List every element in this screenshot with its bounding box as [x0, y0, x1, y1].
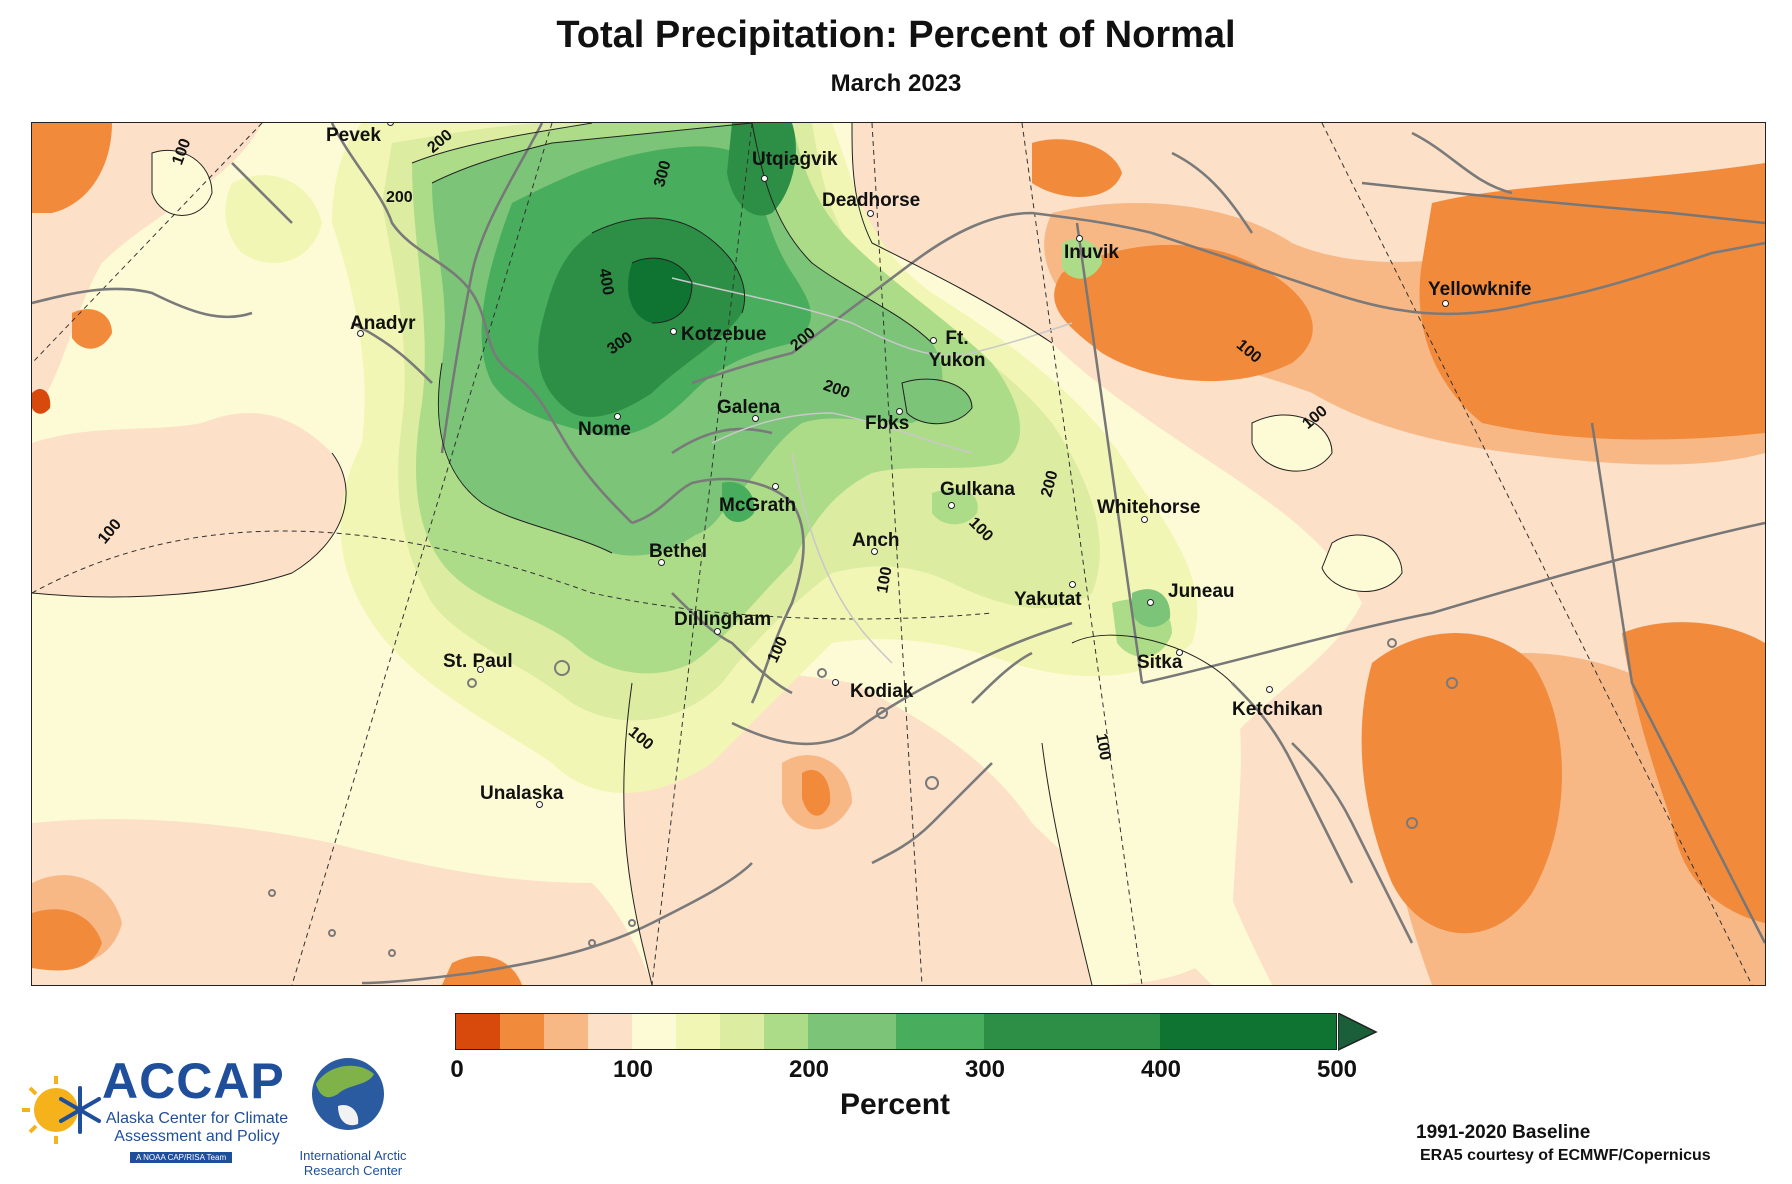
- baseline-note: 1991-2020 Baseline: [1416, 1122, 1591, 1143]
- colorbar-segment: [808, 1014, 896, 1049]
- city-sitka: Sitka: [1137, 652, 1183, 673]
- city-kotzebue: Kotzebue: [681, 324, 767, 345]
- city-utqiagvik: Utqiaġvik: [752, 149, 838, 170]
- city-yakutat: Yakutat: [1014, 589, 1082, 610]
- city-dot: [772, 483, 779, 490]
- city-dot: [357, 330, 364, 337]
- city-galena: Galena: [717, 397, 781, 418]
- city-ketchikan: Ketchikan: [1232, 699, 1323, 720]
- colorbar-tick: 100: [612, 1056, 654, 1083]
- city-whitehorse: Whitehorse: [1097, 497, 1201, 518]
- city-dot: [714, 628, 721, 635]
- accap-logo-full-name: Alaska Center for Climate Assessment and…: [105, 1110, 289, 1145]
- accap-sun-snowflake-icon: [22, 1076, 101, 1144]
- colorbar-tick: 500: [1316, 1056, 1358, 1083]
- city-dot: [1266, 686, 1273, 693]
- city-dot: [1176, 649, 1183, 656]
- colorbar-segment: [676, 1014, 720, 1049]
- colorbar-segment: [632, 1014, 676, 1049]
- city-juneau: Juneau: [1168, 581, 1235, 602]
- city-dot: [536, 801, 543, 808]
- city-dot: [832, 679, 839, 686]
- colorbar-segment: [544, 1014, 588, 1049]
- iarc-logo-name: International Arctic Research Center: [299, 1148, 407, 1178]
- colorbar-segment: [500, 1014, 544, 1049]
- city-yellowknife: Yellowknife: [1428, 279, 1532, 300]
- contour-label: 200: [386, 189, 413, 206]
- city-dot: [896, 408, 903, 415]
- city-dillingham: Dillingham: [674, 609, 772, 630]
- city-unalaska: Unalaska: [480, 783, 564, 804]
- colorbar-segment: [588, 1014, 632, 1049]
- city-dot: [930, 337, 937, 344]
- city-dot: [1442, 300, 1449, 307]
- city-dot: [1076, 235, 1083, 242]
- below-normal-strong-areas: [32, 123, 1765, 985]
- coastlines: [32, 123, 1765, 985]
- data-credit: ERA5 courtesy of ECMWF/Copernicus: [1420, 1147, 1711, 1164]
- city-dot: [658, 559, 665, 566]
- colorbar-segment: [764, 1014, 808, 1049]
- colorbar-segment: [1160, 1014, 1336, 1049]
- rivers: [671, 277, 1073, 664]
- city-st-paul: St. Paul: [443, 651, 513, 672]
- city-dot: [614, 413, 621, 420]
- map-title: Total Precipitation: Percent of Normal: [556, 14, 1236, 56]
- colorbar-segment: [456, 1014, 500, 1049]
- city-fbks: Fbks: [865, 413, 910, 434]
- city-dot: [670, 328, 677, 335]
- city-dot: [948, 502, 955, 509]
- colorbar-over-arrow: [1338, 1013, 1378, 1051]
- colorbar: [455, 1013, 1337, 1050]
- precipitation-map: Pevek Utqiaġvik Deadhorse Inuvik Yellowk…: [31, 122, 1766, 986]
- colorbar-segment: [896, 1014, 984, 1049]
- city-dot: [761, 175, 768, 182]
- city-mcgrath: McGrath: [719, 495, 797, 516]
- accap-logo-name: ACCAP: [102, 1053, 285, 1109]
- contours: [32, 123, 1403, 985]
- accap-logo-tag: A NOAA CAP/RISA Team: [130, 1152, 233, 1163]
- map-subtitle: March 2023: [830, 70, 962, 97]
- city-bethel: Bethel: [649, 541, 708, 562]
- colorbar-tick: 200: [788, 1056, 830, 1083]
- city-deadhorse: Deadhorse: [822, 190, 921, 211]
- city-anch: Anch: [852, 530, 900, 551]
- islands: [268, 638, 1458, 957]
- city-kodiak: Kodiak: [850, 681, 914, 702]
- map-canvas: [32, 123, 1765, 985]
- city-dot: [477, 666, 484, 673]
- colorbar-segment: [720, 1014, 764, 1049]
- boundaries: [440, 123, 1765, 944]
- city-dot: [1147, 599, 1154, 606]
- city-dot: [867, 210, 874, 217]
- colorbar-tick: 300: [964, 1056, 1006, 1083]
- city-ft-yukon: Ft. Yukon: [928, 328, 986, 371]
- city-nome: Nome: [578, 419, 631, 440]
- colorbar-tick: 400: [1140, 1056, 1182, 1083]
- city-dot: [1069, 581, 1076, 588]
- city-dot: [1141, 516, 1148, 523]
- colorbar-label: Percent: [839, 1088, 951, 1121]
- city-dot: [871, 548, 878, 555]
- iarc-globe-icon: [312, 1058, 384, 1130]
- city-dot: [752, 415, 759, 422]
- city-anadyr: Anadyr: [350, 313, 416, 334]
- city-gulkana: Gulkana: [940, 479, 1015, 500]
- colorbar-segment: [984, 1014, 1160, 1049]
- city-inuvik: Inuvik: [1064, 242, 1119, 263]
- colorbar-tick: 0: [450, 1056, 464, 1083]
- city-pevek: Pevek: [326, 125, 381, 146]
